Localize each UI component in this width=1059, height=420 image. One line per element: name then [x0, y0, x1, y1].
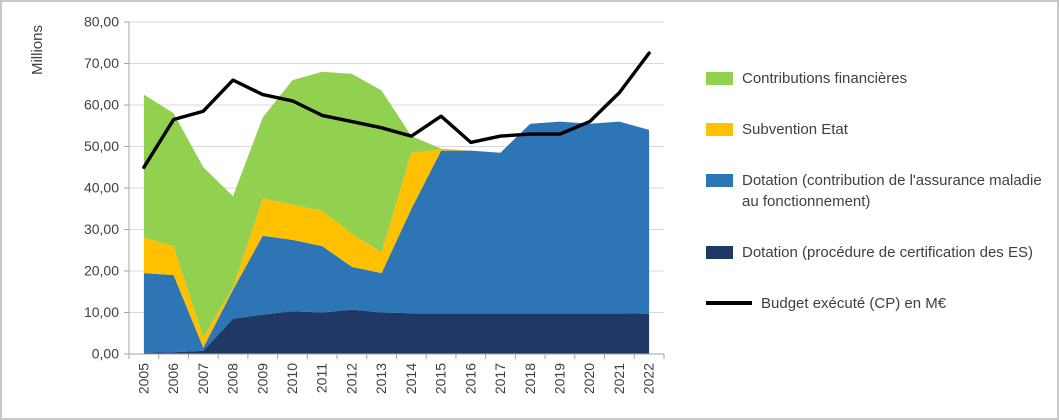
- svg-text:40,00: 40,00: [84, 180, 119, 196]
- legend-item-contributions: Contributions financières: [706, 68, 1056, 89]
- area-series-1: [143, 121, 650, 353]
- black-line-swatch-icon: [706, 301, 752, 305]
- svg-text:10,00: 10,00: [84, 304, 119, 320]
- legend-label: Contributions financières: [742, 70, 908, 87]
- green-area-swatch-icon: [706, 72, 733, 85]
- svg-text:2020: 2020: [581, 363, 597, 394]
- legend-item-subvention: Subvention Etat: [706, 119, 1056, 140]
- legend-label: Budget exécuté (CP) en M€: [761, 295, 947, 312]
- yellow-area-swatch-icon: [706, 123, 733, 136]
- y-axis-title: Millions: [29, 25, 46, 75]
- area-series-2: [143, 121, 650, 348]
- navy-area-swatch-icon: [706, 246, 733, 259]
- blue-area-swatch-icon: [706, 174, 733, 187]
- svg-text:2008: 2008: [225, 363, 241, 394]
- y-axis-labels: 0,00 10,00 20,00 30,00 40,00 50,00 60,00 70,00 8…: [84, 14, 119, 362]
- legend-item-budget-line: Budget exécuté (CP) en M€: [706, 293, 1056, 314]
- svg-text:2010: 2010: [284, 363, 300, 394]
- svg-text:2022: 2022: [641, 363, 657, 394]
- svg-text:70,00: 70,00: [84, 55, 119, 71]
- svg-text:60,00: 60,00: [84, 97, 119, 113]
- svg-text:2018: 2018: [522, 363, 538, 394]
- svg-text:2005: 2005: [135, 363, 151, 394]
- legend-item-dotation-certification: Dotation (procédure de certification des…: [706, 242, 1056, 263]
- budget-line: [142, 51, 651, 170]
- svg-text:2012: 2012: [343, 363, 359, 394]
- svg-text:2021: 2021: [611, 363, 627, 394]
- svg-text:30,00: 30,00: [84, 221, 119, 237]
- svg-text:2007: 2007: [195, 363, 211, 394]
- svg-text:80,00: 80,00: [84, 14, 119, 30]
- area-series-0: [143, 309, 650, 354]
- svg-text:2017: 2017: [492, 363, 508, 394]
- svg-text:2006: 2006: [165, 363, 181, 394]
- x-axis-labels: 2005 2006 2007 2008 2009 2010 2011 2012 2013 2014…: [135, 363, 656, 394]
- axes: [124, 21, 665, 359]
- svg-text:2009: 2009: [254, 363, 270, 394]
- svg-text:2019: 2019: [551, 363, 567, 394]
- svg-text:2011: 2011: [314, 363, 330, 393]
- svg-text:2015: 2015: [433, 363, 449, 394]
- svg-text:0,00: 0,00: [92, 346, 119, 362]
- legend-label: Dotation (contribution de l'assurance ma…: [742, 172, 1042, 210]
- svg-text:2014: 2014: [403, 363, 419, 394]
- svg-text:2013: 2013: [373, 363, 389, 394]
- svg-text:50,00: 50,00: [84, 138, 119, 154]
- legend-label: Subvention Etat: [742, 121, 848, 138]
- legend-label: Dotation (procédure de certification des…: [742, 244, 1033, 261]
- svg-text:20,00: 20,00: [84, 263, 119, 279]
- area-series-3: [143, 71, 650, 338]
- chart-legend: Contributions financières Subvention Eta…: [706, 68, 1056, 314]
- legend-item-dotation-assurance: Dotation (contribution de l'assurance ma…: [706, 170, 1056, 212]
- svg-text:2016: 2016: [462, 363, 478, 394]
